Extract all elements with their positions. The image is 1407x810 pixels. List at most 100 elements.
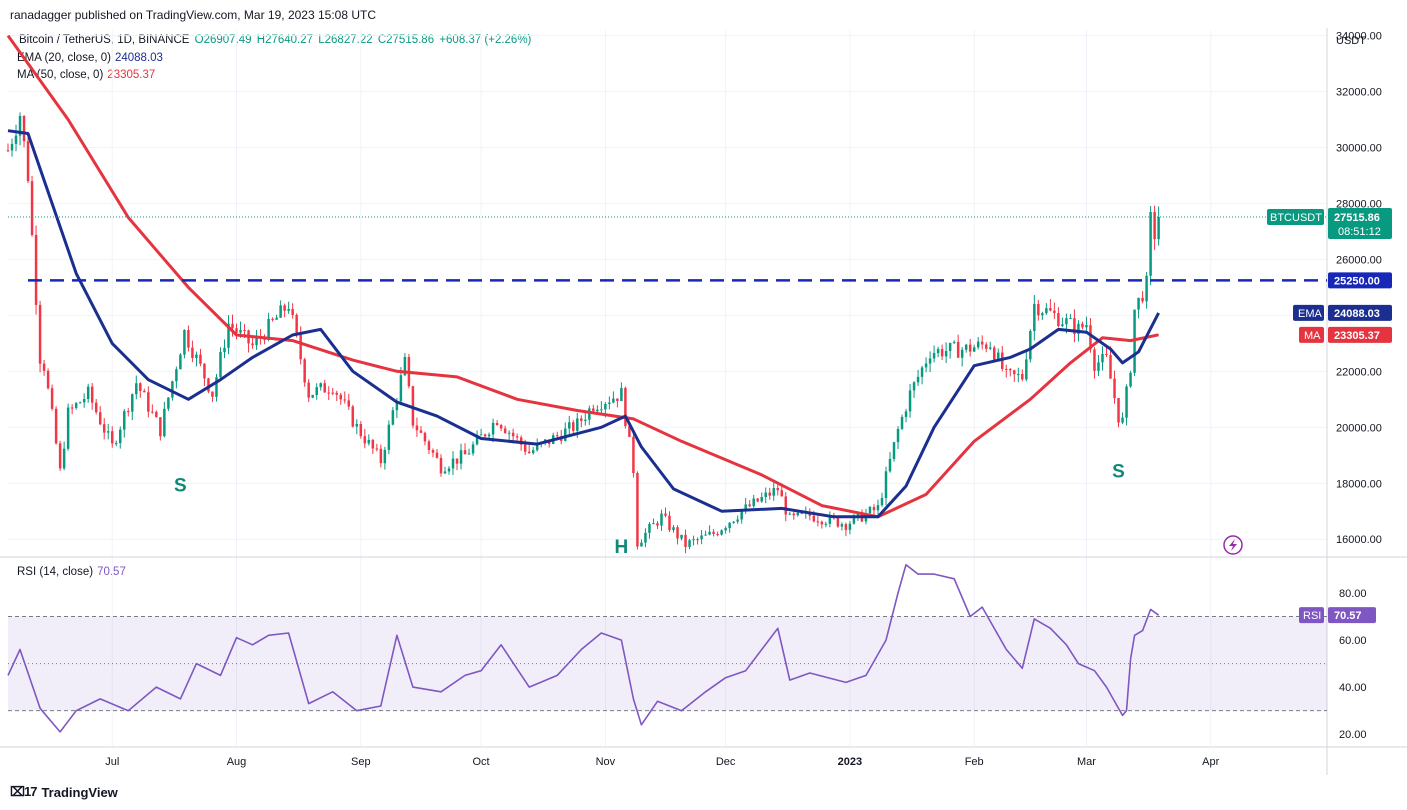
candle-body <box>18 115 22 136</box>
candle-body <box>395 401 399 411</box>
symbol-name: Bitcoin / TetherUS, 1D, BINANCE <box>19 34 190 46</box>
candle-body <box>764 492 767 498</box>
candle-body <box>772 488 775 496</box>
candle-body <box>291 309 294 315</box>
time-tick-label: Aug <box>227 756 247 768</box>
candle-body <box>928 358 932 364</box>
candle-body <box>760 497 763 502</box>
price-tick-label: 18000.00 <box>1336 478 1382 490</box>
candle-body <box>592 408 595 412</box>
candle-body <box>872 507 876 511</box>
candle-body <box>50 388 54 409</box>
candle-body <box>744 504 747 512</box>
support-price-tag: 25250.00 <box>1334 275 1380 287</box>
price-tick-label: 20000.00 <box>1336 422 1382 434</box>
candle-body <box>1145 275 1148 302</box>
candle-body <box>279 305 282 318</box>
candle-body <box>30 181 34 235</box>
candle-body <box>90 386 94 403</box>
rsi-tick-label: 40.00 <box>1339 682 1367 694</box>
candle-body <box>527 451 531 454</box>
candle-body <box>70 407 74 409</box>
candle-body <box>115 443 118 445</box>
ma-name-tag: MA <box>1304 330 1321 342</box>
candle-body <box>904 411 908 417</box>
candle-body <box>347 400 351 407</box>
candle-body <box>323 383 326 393</box>
candle-body <box>327 392 330 394</box>
candle-body <box>780 490 784 497</box>
candle-body <box>191 347 194 359</box>
candle-body <box>700 535 703 540</box>
candle-body <box>331 392 334 394</box>
candle-body <box>1141 297 1144 302</box>
candle-body <box>788 513 792 515</box>
rsi-line <box>7 563 1160 733</box>
candle-body <box>1105 353 1108 356</box>
tradingview-footer[interactable]: ⌧17 TradingView <box>10 784 118 800</box>
rsi-legend: RSI (14, close) 70.57 <box>17 566 126 578</box>
time-tick-label: Jul <box>105 756 119 768</box>
candle-body <box>339 394 342 400</box>
candle-body <box>748 504 751 507</box>
candle-body <box>135 383 138 395</box>
candle-body <box>26 141 30 182</box>
candle-body <box>964 344 968 350</box>
candle-body <box>1041 313 1044 316</box>
footer-brand: TradingView <box>41 784 118 800</box>
candle-body <box>976 341 980 348</box>
candle-body <box>724 528 727 531</box>
candle-body <box>1037 303 1040 316</box>
candle-body <box>940 349 944 357</box>
lightning-icon[interactable] <box>1223 535 1243 555</box>
candle-body <box>1009 369 1012 371</box>
candle-body <box>1101 353 1104 363</box>
candle-body <box>535 443 539 451</box>
candle-body <box>988 347 992 349</box>
candle-body <box>1149 211 1152 276</box>
candle-body <box>211 391 214 397</box>
candle-body <box>299 334 302 360</box>
close-value: C27515.86 <box>377 34 435 46</box>
candle-body <box>54 408 58 444</box>
candle-body <box>383 449 387 464</box>
candle-body <box>997 352 1000 360</box>
candle-body <box>155 411 158 418</box>
candle-body <box>411 386 415 426</box>
ma-name-tag-bg <box>1299 326 1324 343</box>
candle-body <box>443 471 447 474</box>
candle-body <box>968 344 972 352</box>
candle-body <box>1017 374 1020 376</box>
ema-name-tag-bg <box>1293 304 1324 321</box>
candle-body <box>475 435 479 445</box>
candle-body <box>800 512 804 514</box>
candle-body <box>127 411 130 413</box>
candle-body <box>423 432 427 442</box>
candle-body <box>944 351 948 357</box>
candle-body <box>1109 355 1112 379</box>
time-tick-label: Feb <box>965 756 984 768</box>
candle-body <box>608 402 611 405</box>
candle-body <box>844 524 848 530</box>
price-tick-label: 34000.00 <box>1336 31 1382 43</box>
candle-body <box>716 533 719 535</box>
symbol-tag-bg <box>1267 209 1324 226</box>
candle-body <box>163 408 166 437</box>
ma-legend-value: 23305.37 <box>107 69 156 81</box>
candle-body <box>22 115 26 142</box>
rsi-value-tag: 70.57 <box>1334 610 1362 622</box>
countdown-tag: 08:51:12 <box>1338 226 1381 238</box>
candle-body <box>66 407 70 449</box>
candle-body <box>632 436 635 474</box>
candle-body <box>792 513 796 516</box>
candle-body <box>816 521 820 523</box>
candle-body <box>952 341 956 343</box>
candle-body <box>275 317 278 320</box>
candle-body <box>38 304 42 364</box>
candle-body <box>912 382 916 391</box>
candle-body <box>1117 398 1120 423</box>
candle-body <box>688 540 691 547</box>
candle-body <box>359 423 363 437</box>
candle-body <box>419 430 423 433</box>
